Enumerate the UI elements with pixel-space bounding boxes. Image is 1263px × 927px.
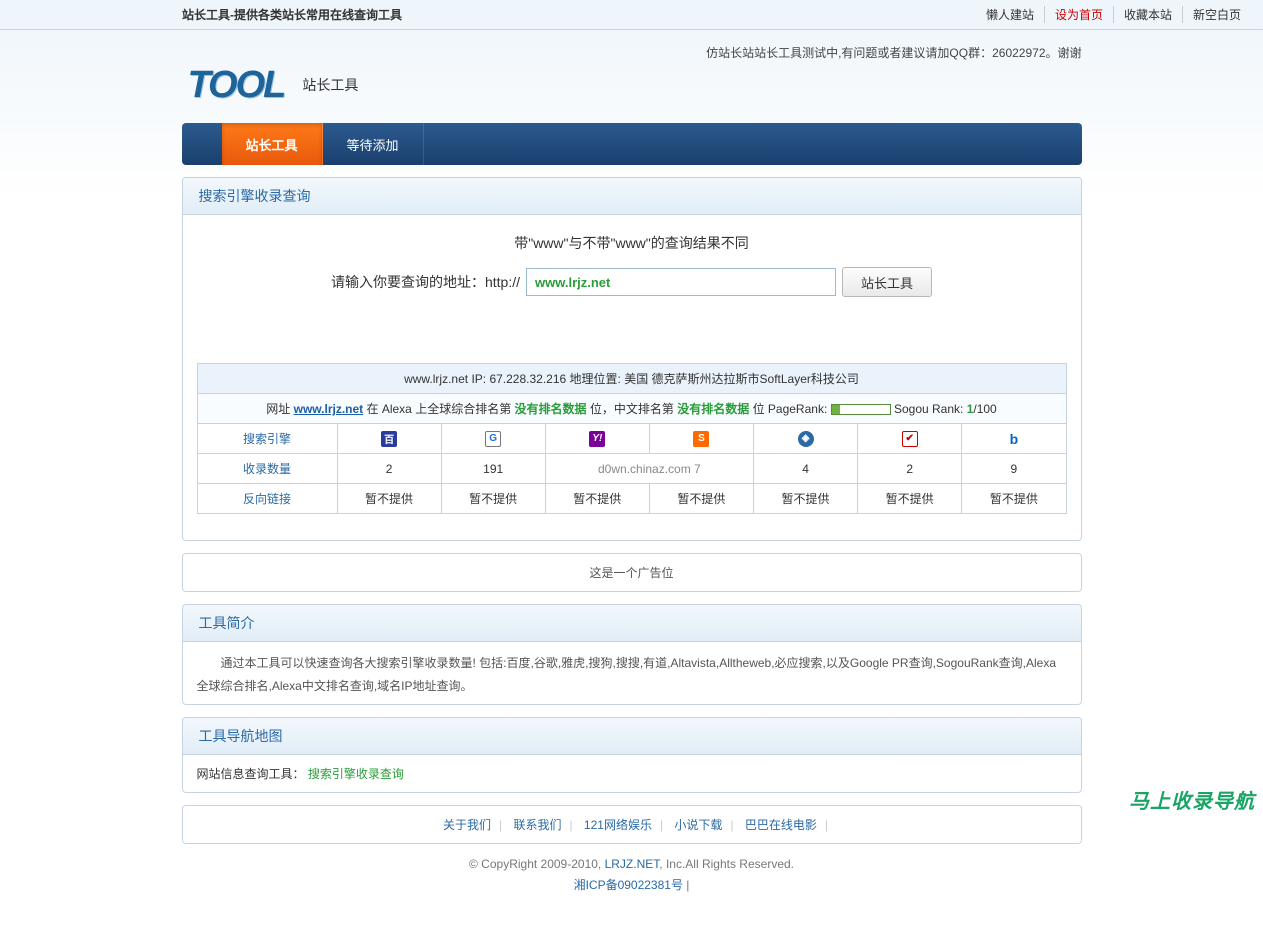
search-label: 请输入你要查询的地址：http:// — [331, 272, 520, 292]
panel-search: 搜索引擎收录查询 带"www"与不带"www"的查询结果不同 请输入你要查询的地… — [182, 177, 1082, 541]
submit-button[interactable]: 站长工具 — [842, 267, 932, 297]
google-icon: G — [485, 431, 501, 447]
back-youdao: 暂不提供 — [754, 484, 858, 514]
main-nav: 站长工具 等待添加 — [182, 123, 1082, 165]
back-baidu: 暂不提供 — [337, 484, 441, 514]
nav-item-pending[interactable]: 等待添加 — [323, 123, 424, 165]
sogou-total: /100 — [973, 402, 996, 416]
back-bing: 暂不提供 — [962, 484, 1066, 514]
footer-links: 关于我们| 联系我们| 121网络娱乐| 小说下载| 巴巴在线电影| — [183, 806, 1081, 843]
pr-bar-fill — [832, 405, 840, 414]
alexa-mid2: 位，中文排名第 — [587, 402, 678, 416]
engine-google: G — [441, 424, 545, 454]
engine-soso: ✔ — [858, 424, 962, 454]
panel-intro: 工具简介 通过本工具可以快速查询各大搜索引擎收录数量! 包括:百度,谷歌,雅虎,… — [182, 604, 1082, 705]
intro-text: 通过本工具可以快速查询各大搜索引擎收录数量! 包括:百度,谷歌,雅虎,搜狗,搜搜… — [183, 642, 1081, 704]
count-baidu: 2 — [337, 454, 441, 484]
count-bing: 9 — [962, 454, 1066, 484]
pr-bar — [831, 404, 891, 415]
result-table: www.lrjz.net IP: 67.228.32.216 地理位置: 美国 … — [197, 363, 1067, 514]
top-links: 懒人建站 设为首页 收藏本站 新空白页 — [976, 6, 1251, 23]
sitemap-body: 网站信息查询工具： 搜索引擎收录查询 — [183, 755, 1081, 792]
copy-bar: | — [683, 878, 689, 892]
copy-icp[interactable]: 湘ICP备09022381号 — [574, 878, 683, 892]
url-input[interactable] — [526, 268, 836, 296]
sitemap-title: 工具导航地图 — [183, 718, 1081, 755]
site-title: 站长工具-提供各类站长常用在线查询工具 — [182, 6, 402, 23]
alexa-norank2: 没有排名数据 — [677, 402, 749, 416]
alexa-url[interactable]: www.lrjz.net — [294, 402, 364, 416]
alexa-norank1: 没有排名数据 — [515, 402, 587, 416]
top-link-fav[interactable]: 收藏本站 — [1114, 6, 1183, 23]
engine-youdao: ◈ — [754, 424, 858, 454]
logo-sub: 站长工具 — [302, 75, 358, 95]
panel-footer-links: 关于我们| 联系我们| 121网络娱乐| 小说下载| 巴巴在线电影| — [182, 805, 1082, 844]
top-bar: 站长工具-提供各类站长常用在线查询工具 懒人建站 设为首页 收藏本站 新空白页 — [0, 0, 1263, 30]
copyright: © CopyRight 2009-2010, LRJZ.NET, Inc.All… — [182, 844, 1082, 927]
row-engines-label: 搜索引擎 — [197, 424, 337, 454]
search-form: 请输入你要查询的地址：http:// 站长工具 — [197, 267, 1067, 297]
alexa-mid1: 在 Alexa 上全球综合排名第 — [363, 402, 514, 416]
row-back-label: 反向链接 — [197, 484, 337, 514]
alexa-line: 网址 www.lrjz.net 在 Alexa 上全球综合排名第 没有排名数据 … — [197, 394, 1066, 424]
count-yahoo-sogou: d0wn.chinaz.com 7 — [545, 454, 753, 484]
panel-ad: 这是一个广告位 — [182, 553, 1082, 592]
back-sogou: 暂不提供 — [649, 484, 753, 514]
alexa-mid3: 位 PageRank: — [749, 402, 830, 416]
engine-baidu: 百 — [337, 424, 441, 454]
engine-yahoo: Y! — [545, 424, 649, 454]
sitemap-link[interactable]: 搜索引擎收录查询 — [308, 767, 404, 781]
sitemap-label: 网站信息查询工具： — [197, 767, 305, 781]
back-soso: 暂不提供 — [858, 484, 962, 514]
float-bottom-right[interactable]: 马上收录导航 — [1129, 785, 1255, 814]
count-soso: 2 — [858, 454, 962, 484]
engine-sogou: S — [649, 424, 753, 454]
top-link-lazy[interactable]: 懒人建站 — [976, 6, 1045, 23]
fl-about[interactable]: 关于我们 — [435, 818, 499, 832]
bing-icon: b — [1006, 431, 1022, 447]
ad-text: 这是一个广告位 — [183, 554, 1081, 591]
intro-title: 工具简介 — [183, 605, 1081, 642]
soso-icon: ✔ — [902, 431, 918, 447]
yahoo-icon: Y! — [589, 431, 605, 447]
copy-1c: , Inc.All Rights Reserved. — [659, 857, 794, 871]
sogou-label: Sogou Rank: — [894, 402, 967, 416]
panel-search-title: 搜索引擎收录查询 — [183, 178, 1081, 215]
copy-1a: © CopyRight 2009-2010, — [469, 857, 605, 871]
count-youdao: 4 — [754, 454, 858, 484]
logo-main: TOOL — [182, 64, 297, 107]
count-google: 191 — [441, 454, 545, 484]
panel-sitemap: 工具导航地图 网站信息查询工具： 搜索引擎收录查询 — [182, 717, 1082, 793]
search-hint: 带"www"与不带"www"的查询结果不同 — [197, 233, 1067, 253]
engine-bing: b — [962, 424, 1066, 454]
alexa-prefix: 网址 — [266, 402, 293, 416]
fl-movie[interactable]: 巴巴在线电影 — [737, 818, 825, 832]
baidu-icon: 百 — [381, 431, 397, 447]
row-counts-label: 收录数量 — [197, 454, 337, 484]
fl-novel[interactable]: 小说下载 — [666, 818, 730, 832]
youdao-icon: ◈ — [798, 431, 814, 447]
copy-domain[interactable]: LRJZ.NET — [605, 857, 660, 871]
back-yahoo: 暂不提供 — [545, 484, 649, 514]
fl-contact[interactable]: 联系我们 — [505, 818, 569, 832]
fl-121[interactable]: 121网络娱乐 — [576, 818, 660, 832]
logo-row: TOOL 站长工具 — [182, 55, 1082, 115]
back-google: 暂不提供 — [441, 484, 545, 514]
nav-item-tools[interactable]: 站长工具 — [222, 123, 323, 165]
info-line: www.lrjz.net IP: 67.228.32.216 地理位置: 美国 … — [197, 364, 1066, 394]
top-link-blank[interactable]: 新空白页 — [1183, 6, 1251, 23]
sogou-icon: S — [693, 431, 709, 447]
top-link-sethome[interactable]: 设为首页 — [1045, 6, 1114, 23]
